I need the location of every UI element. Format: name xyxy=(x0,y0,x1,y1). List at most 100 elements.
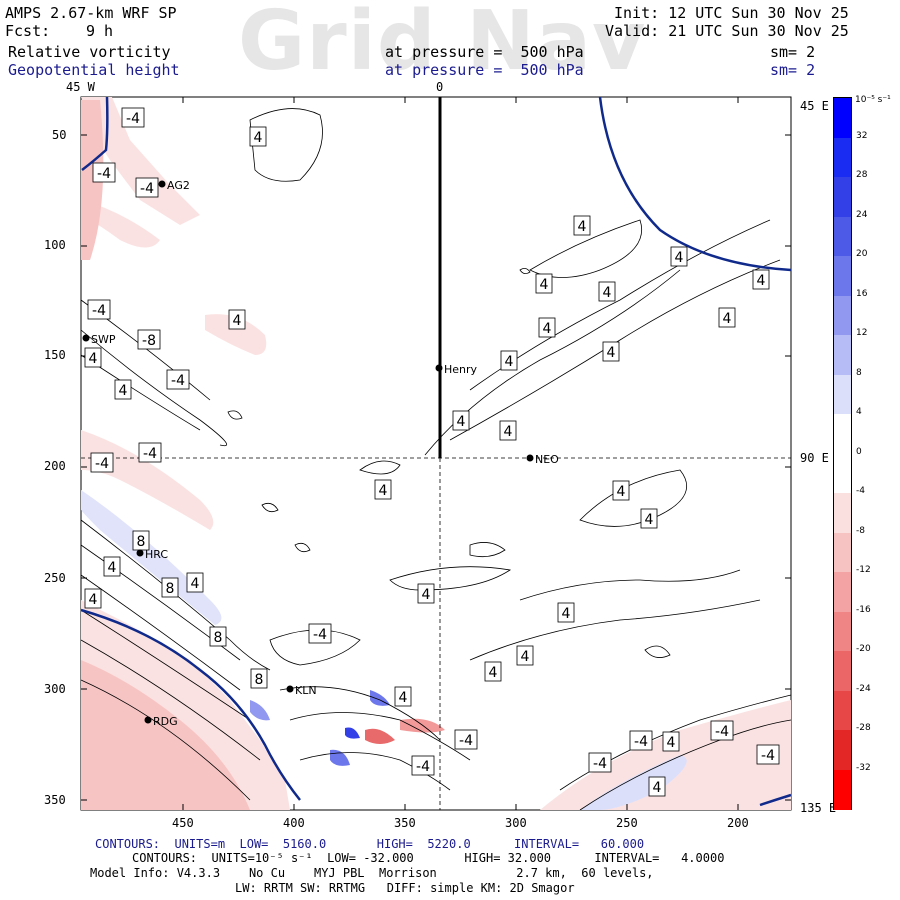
contour-label: 4 xyxy=(394,686,412,707)
contour-label: 4 xyxy=(500,350,518,371)
init-time: Init: 12 UTC Sun 30 Nov 25 xyxy=(614,4,849,22)
contour-label: 4 xyxy=(84,588,102,609)
top-label-0: 0 xyxy=(436,80,444,94)
height-contour xyxy=(759,793,792,807)
svg-text:4: 4 xyxy=(119,383,128,399)
svg-text:4: 4 xyxy=(653,780,662,796)
svg-text:4: 4 xyxy=(379,483,388,499)
field2-smoothing: sm= 2 xyxy=(770,61,816,79)
footer-vorticity-contours: CONTOURS: UNITS=10⁻⁵ s⁻¹ LOW= -32.000 HI… xyxy=(132,851,725,865)
station-marker: AG2 xyxy=(158,179,190,192)
footer-model-info: Model Info: V4.3.3 No Cu MYJ PBL Morriso… xyxy=(90,866,654,880)
station-marker: SWP xyxy=(82,333,116,346)
svg-text:-4: -4 xyxy=(126,111,140,127)
station-marker: RDG xyxy=(144,715,178,728)
colorbar-swatch xyxy=(834,335,851,375)
vort-contour xyxy=(359,460,401,475)
y-axis-ticks xyxy=(81,134,791,801)
contour-label: -4 xyxy=(454,729,478,750)
watermark: Grid Nav xyxy=(238,0,647,89)
vort-contour xyxy=(389,566,512,591)
footer-physics-info: LW: RRTM SW: RRTMG DIFF: simple KM: 2D S… xyxy=(235,881,575,895)
colorbar-swatch xyxy=(834,572,851,612)
svg-text:-4: -4 xyxy=(416,759,430,775)
y-tick-label: 300 xyxy=(44,682,66,696)
contour-label: -4 xyxy=(135,177,159,198)
station-marker: KLN xyxy=(286,684,317,697)
pos-vort-area xyxy=(580,755,687,810)
x-tick-label: 250 xyxy=(616,816,638,830)
svg-text:-4: -4 xyxy=(97,166,111,182)
svg-text:4: 4 xyxy=(723,311,732,327)
svg-text:4: 4 xyxy=(422,587,431,603)
contour-label: 4 xyxy=(228,309,246,330)
svg-text:8: 8 xyxy=(214,630,223,646)
contour-label: -4 xyxy=(411,755,435,776)
contour-label: 4 xyxy=(516,645,534,666)
svg-text:4: 4 xyxy=(617,484,626,500)
colorbar-label: -20 xyxy=(856,644,871,654)
contour-label: 4 xyxy=(114,379,132,400)
colorbar-label: 8 xyxy=(856,367,862,378)
colorbar-label: 16 xyxy=(856,288,868,299)
colorbar-swatch xyxy=(834,137,851,178)
colorbar-unit: 10⁻⁵ s⁻¹ xyxy=(855,95,891,105)
svg-text:-4: -4 xyxy=(171,373,185,389)
y-tick-label: 100 xyxy=(44,238,66,252)
svg-text:4: 4 xyxy=(457,414,466,430)
svg-text:-4: -4 xyxy=(761,748,775,764)
vort-contour xyxy=(299,752,451,791)
contour-label: -4 xyxy=(629,730,653,751)
svg-text:4: 4 xyxy=(233,313,242,329)
contour-label: 4 xyxy=(752,269,770,290)
svg-text:4: 4 xyxy=(505,354,514,370)
field2-name: Geopotential height xyxy=(8,61,180,79)
svg-text:4: 4 xyxy=(540,277,549,293)
height-contour xyxy=(598,96,792,272)
contour-label: -8 xyxy=(137,329,161,350)
svg-text:4: 4 xyxy=(603,285,612,301)
contour-label: 4 xyxy=(648,776,666,797)
right-label-45e: 45 E xyxy=(800,99,829,113)
contour-label: 8 xyxy=(209,626,227,647)
svg-text:-4: -4 xyxy=(593,756,607,772)
colorbar-label: -4 xyxy=(856,486,865,496)
x-tick-label: 200 xyxy=(727,816,749,830)
svg-text:4: 4 xyxy=(489,665,498,681)
contour-label: 4 xyxy=(417,583,435,604)
contour-label: -4 xyxy=(710,720,734,741)
contour-label: 4 xyxy=(573,215,591,236)
contour-label: 4 xyxy=(557,602,575,623)
svg-text:4: 4 xyxy=(108,560,117,576)
svg-text:8: 8 xyxy=(166,581,175,597)
x-tick-label: 400 xyxy=(283,816,305,830)
svg-text:-4: -4 xyxy=(140,181,154,197)
vort-contour xyxy=(449,259,781,441)
neg-vort-area xyxy=(81,430,214,530)
pos-vort-area xyxy=(330,749,350,766)
colorbar-label: 28 xyxy=(856,170,868,180)
contour-label: -4 xyxy=(166,369,190,390)
y-tick-label: 150 xyxy=(44,348,66,362)
vort-contour xyxy=(80,639,261,761)
vort-contour xyxy=(227,410,243,420)
svg-text:4: 4 xyxy=(521,649,530,665)
height-contour xyxy=(81,96,109,171)
station-marker: NEO xyxy=(526,453,559,466)
vort-contour xyxy=(469,542,506,558)
vort-contour xyxy=(261,502,279,513)
colorbar-swatch xyxy=(834,532,851,573)
station-marker: Henry xyxy=(435,363,478,376)
contour-label: -4 xyxy=(87,299,111,320)
svg-text:4: 4 xyxy=(578,219,587,235)
station-marker: HRC xyxy=(136,548,168,561)
svg-text:4: 4 xyxy=(254,130,263,146)
colorbar-swatch xyxy=(834,216,851,257)
colorbar xyxy=(833,97,852,810)
colorbar-swatch xyxy=(834,295,851,336)
contour-label: -4 xyxy=(308,623,332,644)
field2-pressure: at pressure = 500 hPa xyxy=(385,61,584,79)
colorbar-label: 12 xyxy=(856,328,868,338)
svg-text:4: 4 xyxy=(399,690,408,706)
vort-contour xyxy=(249,108,323,182)
